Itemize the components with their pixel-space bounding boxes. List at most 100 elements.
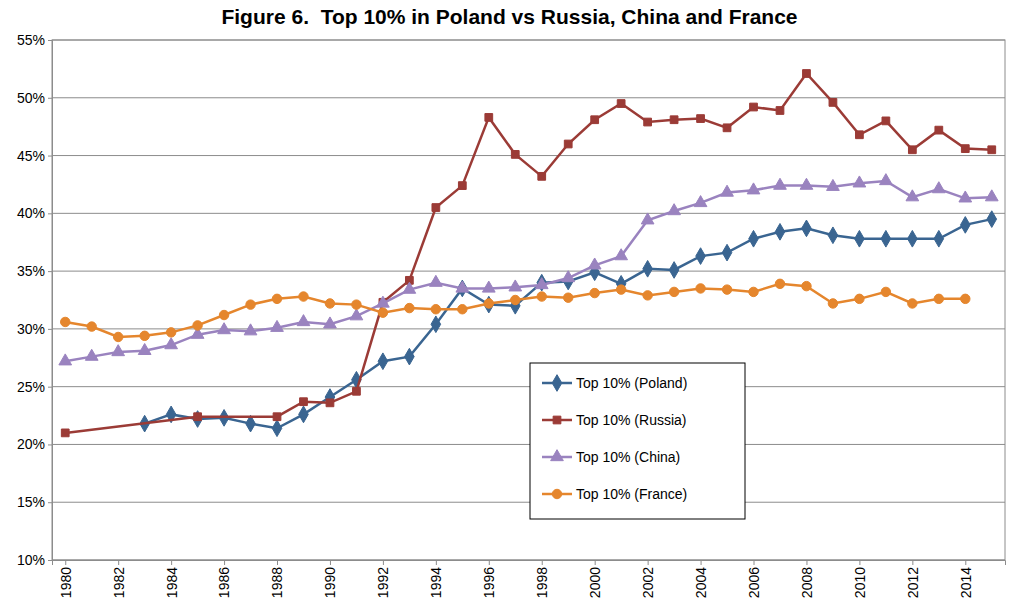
- y-tick-label: 20%: [17, 436, 45, 452]
- x-tick-mark: [542, 560, 543, 565]
- x-tick-label: 1980: [58, 567, 74, 598]
- series-marker: [272, 294, 281, 303]
- series-marker: [697, 115, 705, 123]
- series-marker: [774, 178, 787, 189]
- y-axis-line: [48, 41, 53, 561]
- series-marker: [484, 299, 493, 308]
- series-marker: [140, 331, 149, 340]
- legend-marker: [552, 375, 562, 392]
- y-tick-mark: [48, 444, 52, 445]
- series-marker: [882, 117, 890, 125]
- series-marker: [403, 282, 416, 293]
- series-marker: [85, 349, 98, 360]
- series-marker: [431, 305, 440, 314]
- series-marker: [881, 287, 890, 296]
- x-tick-mark: [118, 560, 119, 565]
- x-tick: 2006: [746, 560, 762, 598]
- series-marker: [908, 299, 917, 308]
- series-marker: [670, 116, 678, 124]
- grid-line: [52, 444, 1005, 445]
- series-marker: [378, 308, 387, 317]
- series-marker: [932, 182, 945, 193]
- y-tick: 20%: [17, 436, 52, 452]
- series-marker: [564, 140, 572, 148]
- chart: Figure 6. Top 10% in Poland vs Russia, C…: [0, 0, 1015, 608]
- series-marker: [960, 217, 970, 234]
- series-marker: [643, 260, 653, 277]
- series-marker: [246, 300, 255, 309]
- series-marker: [749, 230, 759, 247]
- x-tick: 1992: [375, 560, 391, 598]
- series-marker: [934, 230, 944, 247]
- series-marker: [934, 294, 943, 303]
- y-tick-label: 50%: [17, 90, 45, 106]
- y-tick-mark: [48, 271, 52, 272]
- x-tick-mark: [171, 560, 172, 565]
- x-tick: 2000: [587, 560, 603, 598]
- series: [61, 279, 970, 342]
- x-tick-mark: [912, 560, 913, 565]
- y-axis: 10%15%20%25%30%35%40%45%50%55%: [17, 32, 53, 568]
- x-tick: 1982: [111, 560, 127, 598]
- series-marker: [405, 303, 414, 312]
- x-tick-mark: [436, 560, 437, 565]
- legend-label: Top 10% (Russia): [576, 412, 687, 428]
- series-marker: [538, 172, 546, 180]
- y-tick-label: 55%: [17, 32, 45, 48]
- series-marker: [775, 279, 784, 288]
- grid-line: [52, 155, 1005, 156]
- y-tick-mark: [48, 329, 52, 330]
- series-marker: [87, 322, 96, 331]
- grid-line: [52, 213, 1005, 214]
- series-marker: [112, 345, 125, 356]
- series-marker: [61, 429, 69, 437]
- series-marker: [378, 353, 388, 370]
- series-marker: [617, 100, 625, 108]
- plot-frame: [52, 40, 1005, 560]
- grid-line: [52, 386, 1005, 387]
- series-marker: [218, 323, 231, 334]
- series-marker: [803, 70, 811, 78]
- x-tick-mark: [489, 560, 490, 565]
- series-marker: [615, 249, 628, 260]
- series-line: [65, 181, 992, 361]
- series-marker: [591, 116, 599, 124]
- legend-label: Top 10% (France): [576, 486, 687, 502]
- series-marker: [377, 296, 390, 307]
- x-tick-label: 2000: [587, 567, 603, 598]
- series-marker: [324, 317, 337, 328]
- legend-marker: [552, 489, 561, 498]
- x-tick: 1998: [534, 560, 550, 598]
- series-marker: [458, 182, 466, 190]
- series-marker: [194, 413, 202, 421]
- series-marker: [113, 332, 122, 341]
- y-tick-label: 15%: [17, 494, 45, 510]
- series-marker: [482, 281, 495, 292]
- series-marker: [959, 191, 972, 202]
- series-marker: [987, 211, 997, 228]
- x-tick: 1990: [322, 560, 338, 598]
- series-marker: [961, 294, 970, 303]
- x-tick: 1984: [164, 560, 180, 598]
- series-marker: [855, 230, 865, 247]
- series-marker: [484, 296, 494, 313]
- x-tick-mark: [701, 560, 702, 565]
- x-tick-label: 1986: [216, 567, 232, 598]
- series-marker: [166, 328, 175, 337]
- x-tick: 2002: [640, 560, 656, 598]
- series-marker: [537, 292, 546, 301]
- x-tick-label: 2012: [905, 567, 921, 598]
- y-tick-label: 25%: [17, 379, 45, 395]
- plot: 10%15%20%25%30%35%40%45%50%55%1980198219…: [17, 32, 1006, 598]
- series-marker: [297, 315, 310, 326]
- series-marker: [828, 227, 838, 244]
- series-marker: [880, 174, 893, 185]
- legend-entry: Top 10% (China): [542, 449, 680, 465]
- series-marker: [219, 310, 228, 319]
- series-marker: [326, 399, 334, 407]
- series-marker: [59, 354, 72, 365]
- y-tick-mark: [48, 156, 52, 157]
- series-marker: [908, 230, 918, 247]
- x-tick-mark: [330, 560, 331, 565]
- series-marker: [590, 288, 599, 297]
